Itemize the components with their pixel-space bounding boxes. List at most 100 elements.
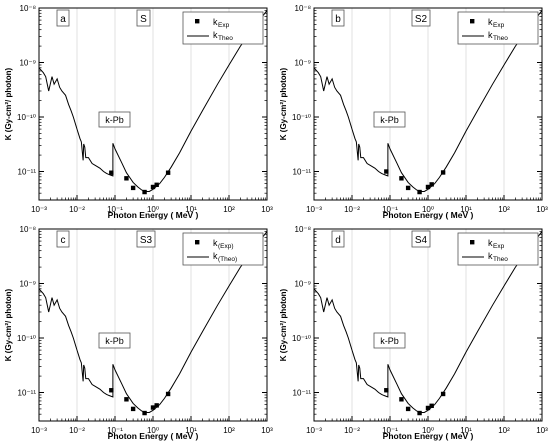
series-point-kexp (165, 170, 171, 175)
legend-marker-kexp (195, 240, 200, 245)
y-tick-label: 10⁻⁹ (294, 59, 311, 68)
legend-label-kexp-sub: Exp (218, 22, 230, 29)
x-tick-label: 10² (223, 205, 235, 214)
x-tick-label: 10⁻¹ (382, 205, 398, 214)
y-tick-label: 10⁻¹⁰ (17, 334, 36, 343)
panel-letter-box (331, 9, 345, 27)
legend-label-kexp-sub: Exp (493, 243, 505, 250)
annotation-kpb: k-Pb (380, 336, 399, 346)
panel-letter: a (60, 14, 66, 25)
x-tick-label: 10⁻³ (306, 426, 322, 435)
plot-frame (38, 228, 268, 422)
annotation-box (373, 332, 406, 349)
annotation-box (98, 332, 131, 349)
y-tick-label: 10⁻⁸ (20, 4, 37, 13)
series-line-ktheo (313, 231, 543, 413)
plot-frame (313, 7, 543, 201)
plot-frame (313, 228, 543, 422)
series-point-kexp (109, 388, 114, 393)
y-axis-label: K (Gy-cm²/ photon) (279, 67, 288, 140)
x-tick-label: 10¹ (185, 426, 197, 435)
panel-title: S (140, 14, 147, 25)
panel-title: S2 (415, 14, 428, 25)
x-tick-label: 10² (223, 426, 235, 435)
series-point-kexp (142, 189, 147, 195)
legend-box (457, 232, 539, 266)
x-tick-label: 10¹ (460, 426, 472, 435)
legend-box (182, 232, 264, 266)
series-point-kexp (142, 410, 147, 416)
x-tick-label: 10² (498, 205, 510, 214)
legend-label-kexp-main: k (488, 17, 493, 27)
panel-title-box (136, 9, 151, 27)
x-tick-label: 10⁰ (147, 205, 159, 214)
y-tick-label: 10⁻⁹ (294, 280, 311, 289)
x-tick-label: 10⁻² (69, 426, 85, 435)
legend-label-ktheo-sub: (Theo) (218, 256, 237, 263)
panel-letter: c (61, 235, 66, 246)
annotation-box (373, 111, 406, 128)
panel-title-box (136, 230, 156, 248)
legend-label-ktheo-main: k (213, 251, 218, 261)
legend-label-ktheo-main: k (488, 30, 493, 40)
series-point-kexp (124, 397, 129, 402)
series-point-kexp (165, 391, 171, 397)
legend-label-kexp-main: k (488, 238, 493, 248)
y-tick-label: 10⁻⁸ (295, 225, 312, 234)
y-tick-label: 10⁻¹⁰ (292, 334, 311, 343)
chart-panel-d: 10⁻³ 10⁻² 10⁻¹ 10⁰ 10¹ 10² 10³ 10⁻¹¹ 10⁻¹⁰ 10⁻⁹ 10… (279, 225, 548, 441)
series-point-kexp (130, 406, 136, 412)
y-tick-label: 10⁻⁹ (19, 59, 36, 68)
annotation-box (98, 111, 131, 128)
legend-label-ktheo-sub: Theo (493, 35, 508, 42)
x-tick-label: 10⁰ (422, 426, 434, 435)
series-point-kexp (384, 169, 389, 174)
legend-marker-kexp (470, 19, 475, 24)
annotation-kpb: k-Pb (105, 336, 124, 346)
x-tick-label: 10² (498, 426, 510, 435)
series-point-kexp (384, 388, 389, 393)
panel-letter-box (56, 230, 70, 248)
legend: k (Exp)k (Theo) (182, 232, 264, 266)
x-tick-label: 10⁻¹ (107, 426, 123, 435)
y-tick-label: 10⁻⁸ (20, 225, 37, 234)
legend-label-kexp-main: k (213, 238, 218, 248)
x-tick-label: 10³ (261, 205, 273, 214)
panel-letter-box (331, 230, 345, 248)
legend-label-ktheo-main: k (213, 30, 218, 40)
legend-marker-kexp (195, 19, 200, 24)
panel-letter: d (335, 235, 341, 246)
series-point-kexp (425, 184, 431, 190)
x-tick-label: 10¹ (185, 205, 197, 214)
x-tick-label: 10⁻³ (306, 205, 322, 214)
series-line-ktheo (38, 231, 268, 413)
legend-label-ktheo-main: k (488, 251, 493, 261)
series-point-kexp (399, 176, 404, 181)
legend-marker-kexp (470, 240, 475, 245)
chart-panel-b: 10⁻³ 10⁻² 10⁻¹ 10⁰ 10¹ 10² 10³ 10⁻¹¹ 10⁻¹⁰ 10⁻⁹ 10… (279, 4, 548, 220)
x-axis-label: Photon Energy ( MeV ) (108, 210, 199, 220)
y-axis-label: K (Gy-cm²/ photon) (4, 67, 13, 140)
series-line-ktheo (38, 10, 268, 192)
series-point-kexp (109, 170, 114, 175)
series-line-ktheo (313, 10, 543, 192)
panel-title: S4 (415, 235, 428, 246)
y-tick-label: 10⁻¹¹ (293, 168, 312, 177)
y-tick-label: 10⁻¹¹ (18, 168, 37, 177)
chart-panel-c: 10⁻³ 10⁻² 10⁻¹ 10⁰ 10¹ 10² 10³ 10⁻¹¹ 10⁻¹⁰ 10⁻⁹ 10… (4, 225, 273, 441)
series-point-kexp (124, 176, 129, 181)
legend-label-ktheo-sub: Theo (493, 256, 508, 263)
series-point-kexp (440, 391, 446, 397)
x-tick-label: 10⁰ (422, 205, 434, 214)
y-tick-label: 10⁻¹¹ (18, 389, 37, 398)
legend-label-kexp-sub: (Exp) (218, 243, 234, 250)
annotation-kpb: k-Pb (380, 115, 399, 125)
y-tick-label: 10⁻¹⁰ (17, 113, 36, 122)
series-point-kexp (154, 182, 159, 188)
plot-frame (38, 7, 268, 201)
series-point-kexp (429, 182, 434, 187)
series-point-kexp (405, 185, 411, 191)
